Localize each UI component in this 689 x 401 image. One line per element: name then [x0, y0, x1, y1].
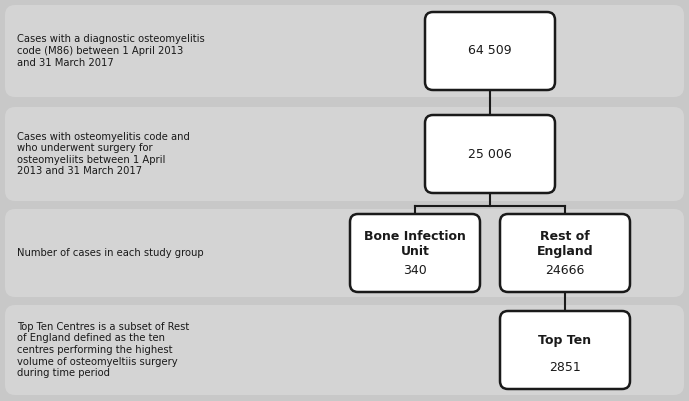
FancyBboxPatch shape [500, 311, 630, 389]
Text: Number of cases in each study group: Number of cases in each study group [17, 248, 204, 258]
Text: Rest of
England: Rest of England [537, 230, 593, 257]
FancyBboxPatch shape [5, 107, 684, 201]
FancyBboxPatch shape [425, 12, 555, 90]
Text: Top Ten: Top Ten [538, 334, 592, 347]
Text: 2851: 2851 [549, 360, 581, 374]
FancyBboxPatch shape [5, 305, 684, 395]
Text: 340: 340 [403, 264, 427, 277]
Text: 24666: 24666 [545, 264, 585, 277]
Text: 25 006: 25 006 [468, 148, 512, 160]
FancyBboxPatch shape [5, 209, 684, 297]
Text: 64 509: 64 509 [469, 45, 512, 57]
Text: Cases with a diagnostic osteomyelitis
code (M86) between 1 April 2013
and 31 Mar: Cases with a diagnostic osteomyelitis co… [17, 34, 205, 68]
FancyBboxPatch shape [425, 115, 555, 193]
Text: Bone Infection
Unit: Bone Infection Unit [364, 230, 466, 257]
FancyBboxPatch shape [350, 214, 480, 292]
Text: Top Ten Centres is a subset of Rest
of England defined as the ten
centres perfor: Top Ten Centres is a subset of Rest of E… [17, 322, 189, 378]
FancyBboxPatch shape [500, 214, 630, 292]
FancyBboxPatch shape [5, 5, 684, 97]
Text: Cases with osteomyelitis code and
who underwent surgery for
osteomyeliits betwee: Cases with osteomyelitis code and who un… [17, 132, 190, 176]
